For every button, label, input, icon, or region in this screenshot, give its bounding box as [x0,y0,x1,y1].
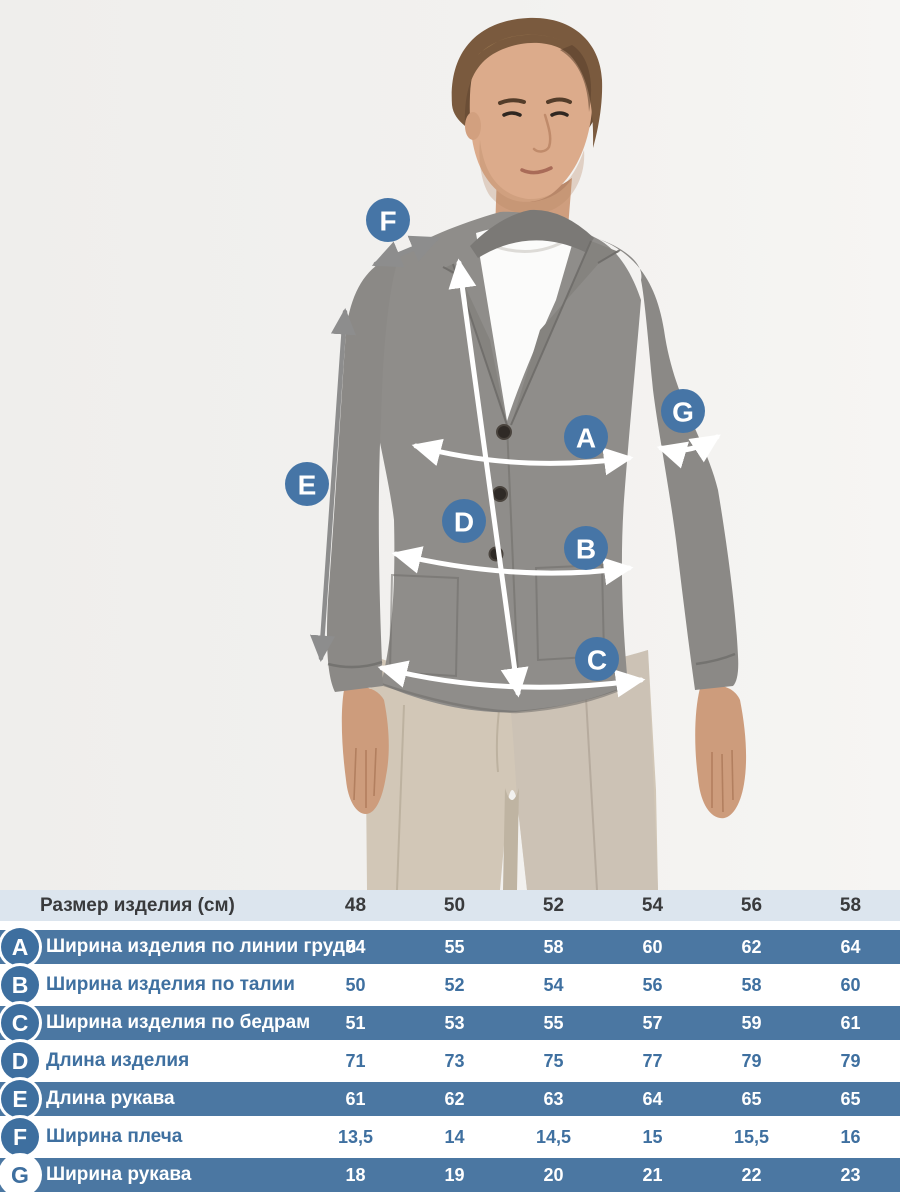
photo-marker-c: C [575,637,619,681]
value-cell: 22 [741,1164,762,1185]
value-cell: 71 [345,1050,366,1071]
value-cell: 64 [642,1088,663,1109]
value-cell: 15,5 [733,1126,770,1147]
measurement-arrows [309,235,721,698]
value-cell: 19 [444,1164,465,1185]
photo-marker-f: F [366,198,410,242]
photo-marker-a: A [564,415,608,459]
value-cell: 57 [642,1012,663,1033]
photo-marker-d: D [442,499,486,543]
row-label: Ширина изделия по талии [46,974,295,995]
value-cell: 77 [642,1050,663,1071]
size-table: Размер изделия (см) 48 50 52 54 56 58 A Ширина… [0,890,900,1196]
svg-text:B: B [576,534,596,565]
row-label: Длина рукава [46,1088,175,1109]
photo-marker-g: G [661,389,705,433]
size-column-header: 56 [740,894,763,916]
value-cell: 75 [543,1050,564,1071]
photo-marker-e: E [285,462,329,506]
measurement-row-b: B Ширина изделия по талии 50 52 54 56 58 60 [0,966,900,1004]
svg-text:D: D [454,507,474,538]
row-label: Ширина изделия по линии груди [46,936,357,957]
measurement-row-g: G Ширина рукава 18 19 20 21 22 23 [0,1156,900,1194]
value-cell: 14,5 [535,1126,572,1147]
size-column-header: 54 [641,894,664,916]
value-cell: 54 [543,974,564,995]
product-photo: A B C D E F G [0,0,900,890]
value-cell: 53 [444,1012,465,1033]
value-cell: 23 [840,1164,861,1185]
size-column-header: 58 [839,894,862,916]
measurement-row-f: F Ширина плеча 13,5 14 14,5 15 15,5 16 [0,1118,900,1156]
value-cell: 56 [642,974,663,995]
value-cell: 55 [543,1012,564,1033]
svg-text:G: G [672,397,694,428]
value-cell: 60 [840,974,861,995]
value-cell: 61 [345,1088,366,1109]
value-cell: 50 [345,974,366,995]
value-cell: 73 [444,1050,465,1071]
value-cell: 51 [345,1012,366,1033]
table-header-label: Размер изделия (см) [40,894,235,916]
arrow-d-garment-length [448,258,529,698]
value-cell: 15 [642,1126,663,1147]
value-cell: 63 [543,1088,564,1109]
row-badge-c: C [1,1004,39,1042]
row-label: Длина изделия [46,1050,190,1071]
value-cell: 54 [345,936,366,957]
photo-marker-b: B [564,526,608,570]
row-badge-d: D [1,1042,39,1080]
value-cell: 55 [444,936,465,957]
size-column-header: 48 [344,894,367,916]
size-column-header: 52 [542,894,565,916]
measurement-row-d: D Длина изделия 71 73 75 77 79 79 [0,1042,900,1080]
row-badge-f: F [1,1118,39,1156]
value-cell: 65 [741,1088,762,1109]
row-label: Ширина рукава [46,1164,192,1185]
value-cell: 60 [642,936,663,957]
model-head [451,17,603,242]
value-cell: 61 [840,1012,861,1033]
value-cell: 65 [840,1088,861,1109]
row-badge-a: A [1,928,39,966]
value-cell: 58 [741,974,762,995]
value-cell: 20 [543,1164,564,1185]
arrow-g-sleeve-width [656,434,721,469]
arrow-f-shoulder-width [371,235,441,268]
value-cell: 64 [840,936,861,957]
row-badge-g: G [1,1156,39,1194]
measurement-row-e: E Длина рукава 61 62 63 64 65 65 [0,1080,900,1118]
table-header-row: Размер изделия (см) 48 50 52 54 56 58 [0,890,900,921]
svg-text:F: F [379,206,396,237]
svg-text:C: C [587,645,607,676]
row-label: Ширина изделия по бедрам [46,1012,311,1033]
model-figure [326,17,747,890]
row-label: Ширина плеча [46,1126,183,1147]
value-cell: 52 [444,974,465,995]
size-column-header: 50 [443,894,466,916]
value-cell: 62 [741,936,762,957]
value-cell: 18 [345,1164,366,1185]
table-body: A Ширина изделия по линии груди 54 55 58 60 62… [0,928,900,1194]
value-cell: 13,5 [337,1126,374,1147]
value-cell: 58 [543,936,564,957]
value-cell: 16 [840,1126,861,1147]
svg-text:E: E [298,470,317,501]
measurement-row-a: A Ширина изделия по линии груди 54 55 58 60 62… [0,928,900,966]
value-cell: 79 [741,1050,762,1071]
value-cell: 79 [840,1050,861,1071]
value-cell: 62 [444,1088,465,1109]
model-hands [341,685,747,819]
measurement-row-c: C Ширина изделия по бедрам 51 53 55 57 59 61 [0,1004,900,1042]
value-cell: 59 [741,1012,762,1033]
row-badge-e: E [1,1080,39,1118]
arrow-e-sleeve-length [309,307,357,663]
row-badge-b: B [1,966,39,1004]
svg-text:A: A [576,423,596,454]
value-cell: 21 [642,1164,663,1185]
value-cell: 14 [444,1126,465,1147]
photo-markers: A B C D E F G [285,198,705,681]
